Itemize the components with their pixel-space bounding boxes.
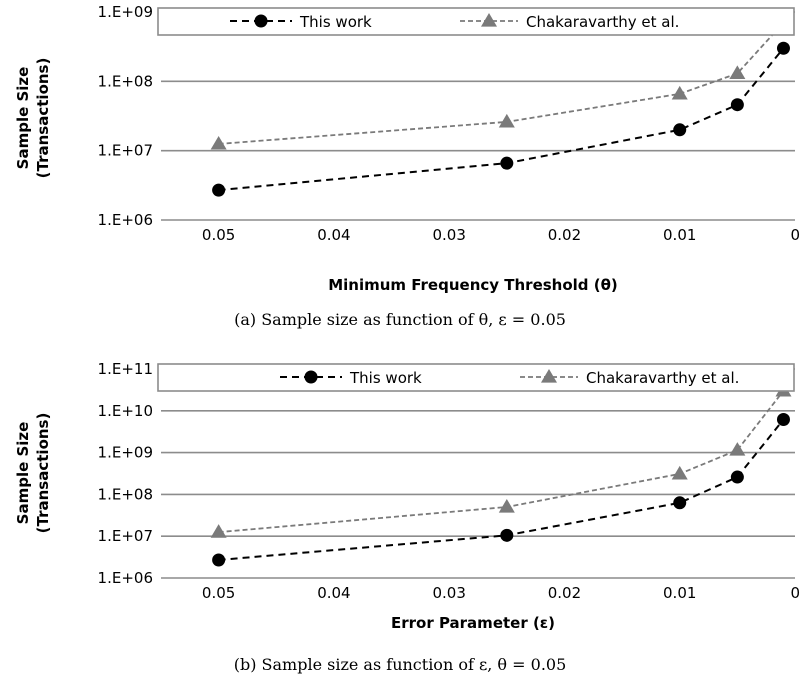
data-point (210, 524, 227, 538)
series-chakaravarthy (210, 382, 792, 538)
y-axis-title: Sample Size (14, 422, 32, 525)
series-line (218, 47, 785, 192)
x-tick-label: 0.05 (202, 584, 235, 602)
legend-label: Chakaravarthy et al. (526, 13, 679, 31)
data-point (212, 183, 226, 197)
y-axis-title: Sample Size (14, 67, 32, 170)
series-this-work (212, 412, 790, 567)
data-point (673, 496, 687, 510)
x-tick-label: 0.02 (548, 226, 581, 244)
data-point (729, 65, 746, 80)
x-tick-label: 0.01 (663, 584, 696, 602)
x-tick-label: 0 (790, 226, 800, 244)
x-axis-title: Error Parameter (ε) (391, 614, 555, 632)
x-tick-label: 0.03 (432, 584, 465, 602)
data-point (498, 498, 515, 513)
y-tick-label: 1.E+11 (98, 360, 153, 378)
x-tick-label: 0.02 (548, 584, 581, 602)
data-point (776, 41, 790, 55)
x-tick-label: 0 (790, 584, 800, 602)
y-tick-label: 1.E+08 (98, 72, 153, 90)
x-tick-label: 0.05 (202, 226, 235, 244)
x-axis-title: Minimum Frequency Threshold (θ) (328, 276, 618, 294)
data-point (671, 85, 688, 100)
y-tick-label: 1.E+08 (98, 485, 153, 503)
x-tick-label: 0.04 (317, 226, 350, 244)
data-point (730, 470, 744, 484)
y-tick-label: 1.E+06 (98, 569, 153, 587)
data-point (730, 98, 744, 112)
data-point (673, 123, 687, 137)
data-point (498, 113, 515, 128)
chart-b: 1.E+06 1.E+07 1.E+08 1.E+09 1.E+10 1.E+11 0.05… (14, 360, 800, 674)
chart-a: 1.E+06 1.E+07 1.E+08 1.E+09 0.05 0.04 0.03 0.02… (14, 3, 800, 329)
legend-box (157, 363, 795, 392)
y-tick-label: 1.E+09 (98, 444, 153, 462)
data-point (776, 412, 790, 426)
y-tick-label: 1.E+10 (98, 402, 153, 420)
figure-caption: (a) Sample size as function of θ, ε = 0.… (234, 310, 566, 329)
legend-marker (304, 370, 318, 384)
series-this-work (212, 41, 790, 197)
data-point (500, 528, 514, 542)
y-axis-title: (Transactions) (34, 58, 52, 179)
x-tick-label: 0.01 (663, 226, 696, 244)
legend-marker (254, 14, 268, 28)
legend-marker (481, 13, 497, 27)
legend: This work Chakaravarthy et al. (157, 363, 795, 392)
legend: This work Chakaravarthy et al. (157, 7, 795, 36)
figure-caption: (b) Sample size as function of ε, θ = 0.… (234, 655, 567, 674)
series-line (218, 418, 785, 561)
legend-label: Chakaravarthy et al. (586, 369, 739, 387)
data-point (500, 156, 514, 170)
data-point (729, 442, 746, 456)
legend-label: This work (299, 13, 372, 31)
y-tick-label: 1.E+09 (98, 3, 153, 21)
data-point (210, 135, 227, 150)
y-axis-title: (Transactions) (34, 413, 52, 534)
y-tick-label: 1.E+07 (98, 142, 153, 160)
data-point (671, 465, 688, 480)
legend-label: This work (349, 369, 422, 387)
x-tick-label: 0.04 (317, 584, 350, 602)
y-tick-label: 1.E+06 (98, 211, 153, 229)
legend-marker (541, 369, 557, 383)
y-tick-label: 1.E+07 (98, 527, 153, 545)
data-point (212, 553, 226, 567)
x-tick-label: 0.03 (432, 226, 465, 244)
